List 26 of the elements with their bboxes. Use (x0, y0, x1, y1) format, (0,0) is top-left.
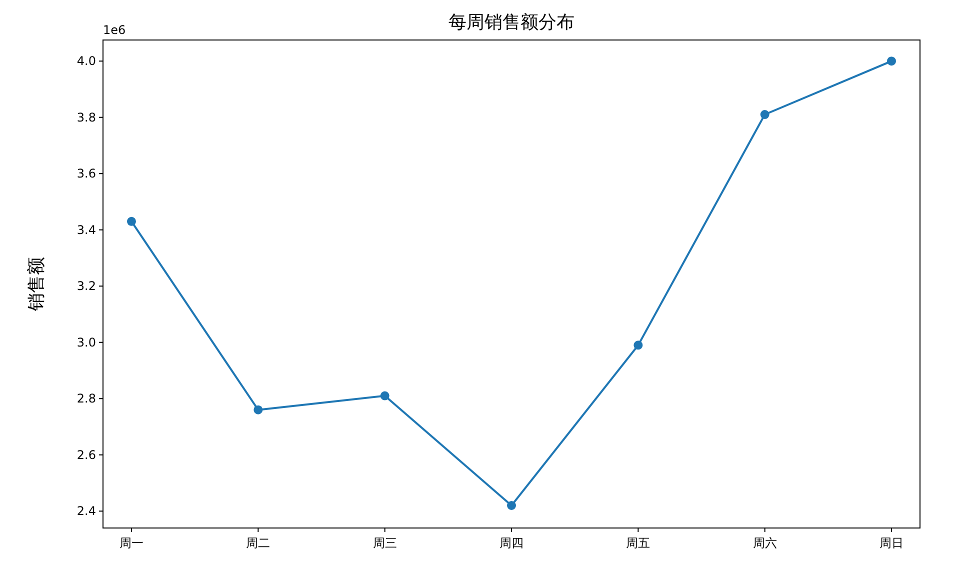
x-tick-label: 周二 (246, 536, 270, 550)
x-tick-label: 周六 (752, 536, 777, 550)
x-tick-label: 周日 (880, 536, 904, 550)
point (254, 405, 263, 414)
x-tick-label: 周一 (120, 536, 144, 550)
chart-title: 每周销售额分布 (448, 12, 574, 33)
text: 1e6 (103, 23, 126, 37)
x-tick-label: 周四 (500, 536, 524, 550)
y-tick-label: 2.4 (76, 504, 96, 518)
point (887, 56, 896, 66)
y-tick-label: 2.8 (76, 392, 96, 406)
point (634, 340, 643, 350)
y-tick-label: 3.8 (76, 110, 96, 124)
y-tick-label: 3.2 (76, 279, 96, 294)
y-tick-label: 4.0 (76, 54, 96, 68)
y-tick-label: 2.6 (76, 448, 96, 462)
y-tick-label: 3.6 (76, 166, 96, 181)
y-tick-label: 3.4 (76, 222, 96, 237)
point (760, 110, 770, 120)
y-axis-title: 销售额 (26, 257, 47, 312)
x-tick-label: 周五 (626, 536, 650, 550)
y-tick-label: 3.0 (76, 335, 96, 350)
point (507, 501, 516, 510)
point (380, 391, 390, 400)
x-tick-label: 周三 (372, 536, 397, 550)
point (127, 216, 136, 226)
